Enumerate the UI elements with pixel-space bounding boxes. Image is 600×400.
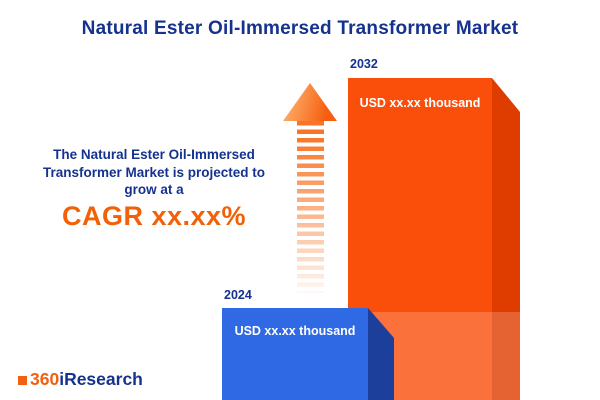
page-title: Natural Ester Oil-Immersed Transformer M…	[81, 18, 519, 39]
bar-2032-value-label: USD xx.xx thousand	[359, 96, 481, 110]
bar-2024-year-label: 2024	[224, 288, 252, 302]
logo-name: iResearch	[59, 369, 143, 389]
intro-text: The Natural Ester Oil-Immersed Transform…	[8, 146, 300, 231]
bar-2032-side-face	[492, 78, 520, 400]
logo-square-icon	[18, 376, 27, 385]
intro-line-3: grow at a	[124, 182, 184, 197]
logo: 360iResearch	[18, 369, 143, 390]
cagr-value: CAGR xx.xx%	[61, 200, 247, 231]
intro-line-1: The Natural Ester Oil-Immersed	[53, 147, 255, 162]
growth-arrow-trail-icon	[297, 121, 324, 293]
bar-2024	[222, 308, 368, 400]
intro-line-2: Transformer Market is projected to	[42, 164, 266, 180]
growth-arrow-icon	[283, 83, 337, 121]
bar-2024-value-label: USD xx.xx thousand	[234, 324, 356, 338]
bar-2032-year-label: 2032	[350, 57, 378, 71]
logo-number: 360	[30, 369, 60, 389]
